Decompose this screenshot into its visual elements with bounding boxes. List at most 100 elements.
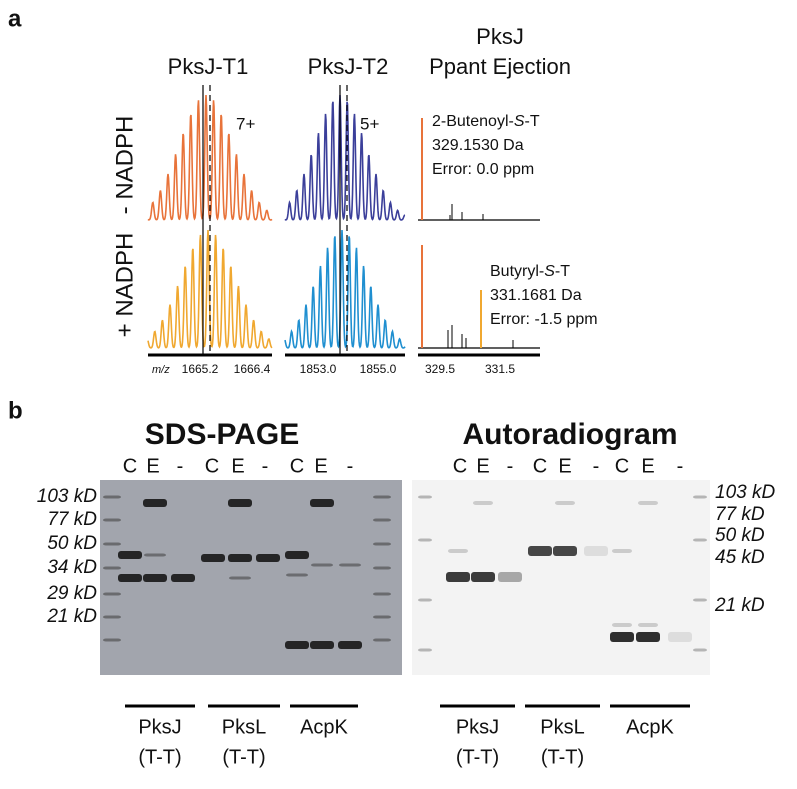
marker-label: 77 kD (715, 504, 765, 525)
gel-band (373, 566, 391, 570)
tick-label: 1665.2 (182, 362, 219, 376)
gel-band (693, 648, 707, 652)
spectra (147, 85, 540, 357)
panel-label: b (8, 397, 23, 424)
group-label: PksL (540, 716, 584, 738)
lane-label: E (476, 455, 489, 477)
axis-unit: m/z (152, 364, 170, 376)
tick-label: 331.5 (485, 362, 515, 376)
lane-label: E (314, 455, 327, 477)
lane-label: - (593, 455, 600, 477)
group-label: PksL (222, 716, 266, 738)
marker-label: 103 kD (715, 482, 775, 503)
gel-band (118, 551, 142, 559)
gel-band (285, 641, 309, 649)
lane-label: C (615, 455, 629, 477)
group-label: (T-T) (138, 746, 181, 768)
gel-band (103, 566, 121, 570)
gel-band (311, 563, 333, 567)
lane-label: - (347, 455, 354, 477)
group-label: (T-T) (222, 746, 265, 768)
bands (103, 495, 707, 652)
marker-label: 21 kD (714, 595, 765, 616)
lane-label: C (533, 455, 547, 477)
gel-band (473, 501, 493, 505)
lane-label: C (205, 455, 219, 477)
gel-band (693, 598, 707, 602)
charge-label: 5+ (360, 114, 379, 133)
gel-band (638, 623, 658, 627)
gel-band (584, 546, 608, 556)
group-label: PksJ (456, 716, 499, 738)
gel-band (418, 495, 432, 499)
gel-band (528, 546, 552, 556)
marker-label: 34 kD (47, 557, 97, 578)
gel-title: SDS-PAGE (145, 418, 299, 451)
gel-band (103, 638, 121, 642)
gel-band (103, 518, 121, 522)
gel-band (373, 542, 391, 546)
gel-title: Autoradiogram (462, 418, 677, 451)
gel-band (693, 538, 707, 542)
gel-band (638, 501, 658, 505)
gel-band (229, 576, 251, 580)
lane-label: E (146, 455, 159, 477)
column-title: Ppant Ejection (429, 54, 571, 79)
gel-band (103, 615, 121, 619)
group-label: (T-T) (541, 746, 584, 768)
annotation: Butyryl-S-T (490, 263, 570, 280)
gel-band (143, 499, 167, 507)
annotation: 331.1681 Da (490, 287, 582, 304)
group-label: PksJ (138, 716, 181, 738)
tick-label: 1853.0 (300, 362, 337, 376)
gel-band (285, 551, 309, 559)
gel-band (171, 574, 195, 582)
tick-label: 1855.0 (360, 362, 397, 376)
gel-band (103, 542, 121, 546)
tick-label: 329.5 (425, 362, 455, 376)
column-title: PksJ (476, 24, 524, 49)
row-label: + NADPH (111, 233, 138, 338)
lane-label: C (123, 455, 137, 477)
gel-band (310, 641, 334, 649)
gel-band (448, 549, 468, 553)
gel-band (339, 563, 361, 567)
charge-label: 7+ (236, 114, 255, 133)
marker-label: 45 kD (715, 547, 765, 568)
annotation: Error: -1.5 ppm (490, 311, 598, 328)
gel-band (228, 499, 252, 507)
gel-band (103, 592, 121, 596)
gel-band (373, 518, 391, 522)
gel-band (256, 554, 280, 562)
tick-label: 1666.4 (234, 362, 271, 376)
marker-label: 103 kD (37, 486, 97, 507)
gel-band (310, 499, 334, 507)
gel-band (636, 632, 660, 642)
gel-band (143, 574, 167, 582)
gel-band (610, 632, 634, 642)
marker-label: 29 kD (46, 583, 97, 604)
lane-label: E (641, 455, 654, 477)
gel-band (612, 623, 632, 627)
lane-label: E (558, 455, 571, 477)
gel-band (612, 549, 632, 553)
gel-band (286, 573, 308, 577)
lane-label: - (677, 455, 684, 477)
column-title: PksJ-T2 (308, 54, 389, 79)
gel-band (553, 546, 577, 556)
marker-label: 50 kD (47, 533, 97, 554)
gel-band (144, 553, 166, 557)
gel-band (693, 495, 707, 499)
lane-label: - (262, 455, 269, 477)
gel-band (373, 638, 391, 642)
gel-band (338, 641, 362, 649)
gel-band (418, 598, 432, 602)
gel-band (446, 572, 470, 582)
group-label: AcpK (626, 716, 674, 738)
panel-label: a (8, 5, 22, 32)
annotation: Error: 0.0 ppm (432, 161, 534, 178)
gel-band (373, 495, 391, 499)
lane-label: - (507, 455, 514, 477)
lane-label: C (290, 455, 304, 477)
